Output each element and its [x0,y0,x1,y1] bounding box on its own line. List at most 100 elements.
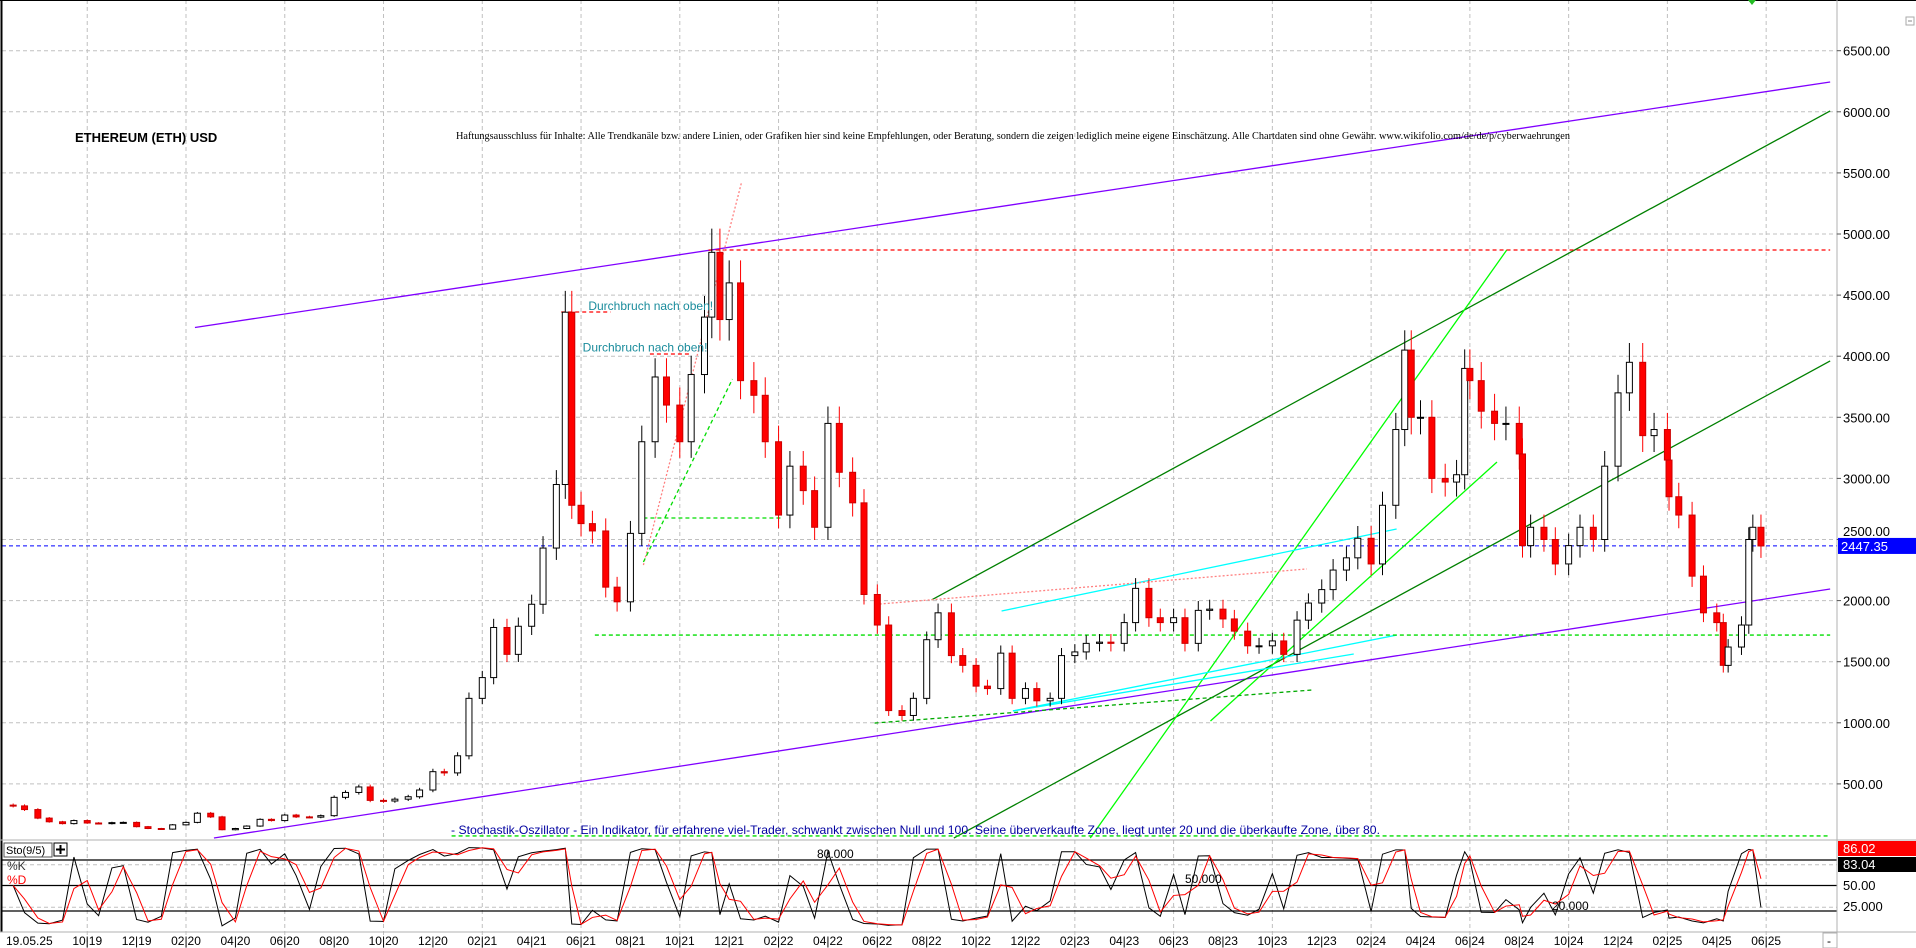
candle [552,470,560,560]
stochastic-panel [12,847,1762,927]
scroll-button[interactable]: - [1822,932,1838,948]
candle [1477,362,1485,429]
x-start-label-box: 19.05.25 [3,933,55,948]
candle [1675,482,1683,529]
candle-body [1713,612,1721,624]
candle-body [923,639,931,699]
candle [1244,622,1252,654]
candle [1713,603,1721,632]
candle-body [355,786,363,793]
x-tick-label: 02|24 [1356,934,1386,948]
candle [1724,639,1732,673]
candle [959,648,967,673]
x-tick-label: 10|22 [961,934,991,948]
stochastic-legend: Sto(9/5) %K %D [3,842,68,887]
candle-body [1527,526,1535,547]
y-tick-label: 5500.00 [1843,166,1890,181]
x-tick-label: 04|25 [1702,934,1732,948]
collapse-icon[interactable] [1905,16,1915,26]
candle-body [1540,526,1548,541]
candle [355,784,363,795]
trendline [1089,249,1508,839]
candle-body [391,798,399,802]
candle-body [750,380,758,396]
candle [1466,349,1474,400]
candle [1639,343,1647,453]
candle [860,489,868,605]
candle-body [193,812,201,823]
stochastic-label: Sto(9/5) [6,845,45,857]
x-tick-label: 04|21 [517,934,547,948]
candle-body [588,523,596,532]
k-legend: %K [7,859,26,873]
candle-body [1428,416,1436,479]
y-tick-label: 2500.00 [1843,524,1890,539]
candle [144,825,152,830]
candle [1392,412,1400,519]
candle-body [700,316,708,376]
candle-body [1749,526,1757,541]
candle-body [561,311,569,486]
x-tick-label: 06|20 [270,934,300,948]
candle [613,576,621,612]
candle [799,451,807,505]
candle [514,617,522,662]
candle-body [1614,392,1622,467]
candle [1757,514,1765,558]
candle [330,795,338,817]
candle [1206,599,1214,620]
trendline [194,81,1831,329]
candle-body [281,814,289,822]
x-tick-label: 10|24 [1554,934,1584,948]
candle [1329,559,1337,600]
candle [9,803,17,808]
candle [568,290,576,519]
candle [342,790,350,800]
trendline [1001,528,1397,612]
candle-body [1675,496,1683,516]
candle-body [651,376,659,443]
candle-body [786,465,794,516]
candle-body [1120,622,1128,644]
candle [267,818,275,822]
candle [1021,682,1029,705]
candle-body [528,603,536,627]
candle-body [849,471,857,504]
candle [708,228,716,339]
annotation-breakout-1: Durchbruch nach oben! [588,299,713,313]
y-tick-label: 1000.00 [1843,716,1890,731]
stoch-k-line [12,847,1762,927]
candle [1540,514,1548,552]
candle-body [1170,617,1178,624]
add-indicator-icon[interactable] [53,842,68,857]
candle-body [1401,349,1409,431]
candle [1082,635,1090,660]
x-tick-label: 12|21 [714,934,744,948]
candle-body [454,755,462,774]
y-tick-label: 4000.00 [1843,349,1890,364]
y-tick-label: 6000.00 [1843,105,1890,120]
x-tick-label: 08|24 [1504,934,1534,948]
stoch-tick-50: 50.00 [1843,878,1876,893]
candle [1719,613,1727,673]
candle [1194,600,1202,652]
candle [108,821,116,825]
candle-body [1491,410,1499,424]
candle [1156,608,1164,632]
candle-body [218,816,226,831]
candle-body [1461,367,1469,476]
candle [1601,451,1609,552]
candle-body [1145,587,1153,619]
last-price-tag: 2447.35 [1838,537,1916,554]
candle [317,814,325,819]
candle-body [1255,645,1263,648]
y-tick-label: 6500.00 [1843,44,1890,59]
candle [182,821,190,826]
disclaimer-text: Haftungsausschluss für Inhalte: Alle Tre… [456,130,1570,142]
trendline [874,689,1312,724]
candle-body [1008,652,1016,699]
x-tick-label: 02|25 [1652,934,1682,948]
candle-body [1502,422,1510,425]
candle [21,804,29,811]
